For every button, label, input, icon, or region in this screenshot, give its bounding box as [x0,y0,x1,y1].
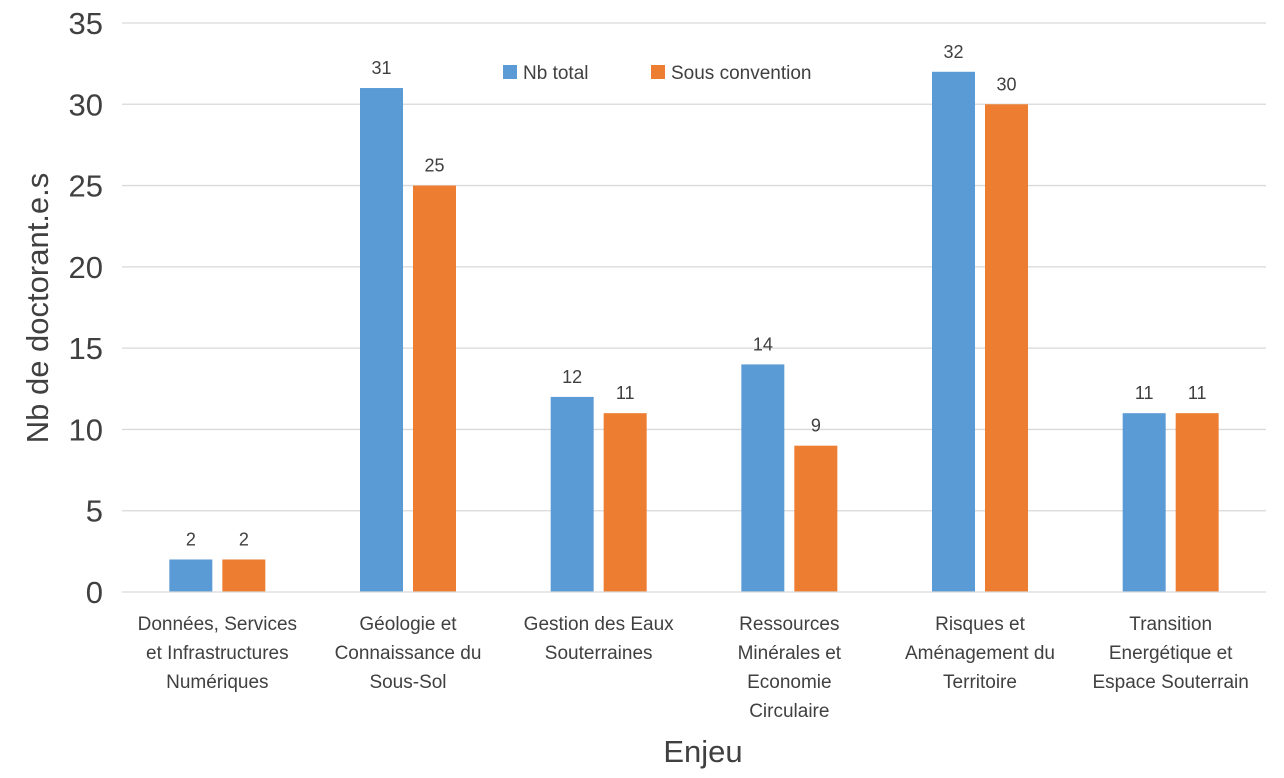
y-tick-label: 20 [69,250,103,285]
data-label: 11 [1135,383,1154,403]
x-tick-label: Gestion des Eaux Souterraines [524,614,674,664]
data-label: 32 [943,42,963,62]
data-label: 11 [1188,383,1207,403]
data-label: 25 [424,156,444,176]
gridlines [122,22,1266,512]
bar [1175,413,1219,592]
data-labels: 2 31 12 14 32 11 2 25 11 9 30 11 [186,42,1207,550]
y-tick-label: 15 [69,331,103,366]
bar [413,185,456,593]
legend-swatch [651,65,665,79]
data-label: 11 [616,383,635,403]
x-tick-label: Risques et Aménagement du Territoire [905,614,1055,693]
x-axis-tick-labels: Données, Services et Infrastructures Numér… [138,614,1249,722]
bar [222,559,266,592]
legend: Nb total Sous convention [503,63,812,84]
y-axis-title: Nb de doctorant.e.s [20,173,55,444]
data-label: 30 [996,74,1016,94]
legend-swatch [503,65,517,79]
data-label: 31 [371,58,391,78]
y-tick-label: 25 [69,169,103,204]
data-label: 2 [239,529,249,549]
bar [550,396,594,592]
legend-label: Nb total [523,63,588,84]
bar [985,104,1028,593]
x-tick-label: Données, Services et Infrastructures Numér… [138,614,297,693]
y-tick-label: 30 [69,87,103,122]
bar [360,88,403,593]
legend-label: Sous convention [671,63,812,84]
y-axis-tick-labels: 0 5 10 15 20 25 30 35 [69,6,103,610]
bars [169,71,1219,593]
x-axis-title: Enjeu [663,734,742,769]
data-label: 14 [753,334,773,354]
y-tick-label: 10 [69,412,103,447]
x-tick-label: Géologie et Connaissance du Sous-Sol [335,614,482,693]
bar [794,445,838,592]
bar [169,559,213,592]
y-tick-label: 5 [86,494,103,529]
data-label: 2 [186,529,196,549]
data-label: 12 [562,367,582,387]
bar [932,71,975,593]
x-tick-label: Ressources Minérales et Economie Circulaire [738,614,842,722]
bar [603,413,647,592]
y-tick-label: 35 [69,6,103,41]
y-tick-label: 0 [86,575,103,610]
data-label: 9 [811,416,821,436]
x-tick-label: Transition Energétique et Espace Souterrai… [1093,614,1249,693]
bar [1122,413,1166,592]
bar [741,364,785,592]
